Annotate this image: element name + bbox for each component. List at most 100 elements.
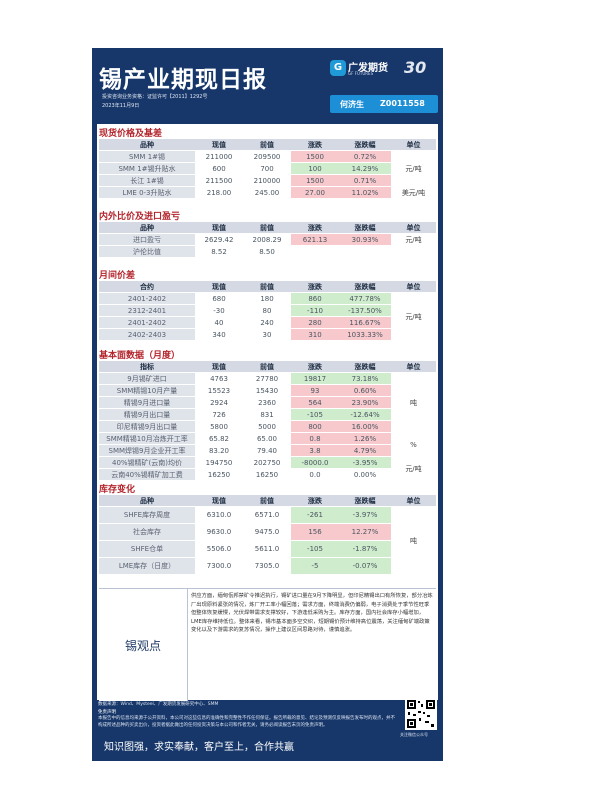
row-name: 长江 1#锡	[99, 174, 195, 187]
row-change-pct: -3.97%	[339, 506, 391, 524]
row-previous: 65.00	[243, 432, 291, 445]
col-header: 涨跌	[291, 222, 339, 234]
row-change-pct: 477.78%	[339, 292, 391, 305]
col-header: 单位	[391, 222, 436, 234]
row-name: 社会库存	[99, 523, 195, 541]
row-change: 1500	[291, 174, 339, 187]
row-previous: 7305.0	[243, 557, 291, 575]
row-change: 93	[291, 384, 339, 397]
row-name: SMM焊锡9月企业开工率	[99, 444, 195, 457]
col-header: 涨跌幅	[339, 222, 391, 234]
row-previous: 80	[243, 304, 291, 317]
data-source: 数据来源：Wind、Mysteel、广发期货发展研究中心、SMM	[98, 702, 219, 707]
view-label: 锡观点	[99, 589, 188, 701]
row-previous: 27780	[243, 372, 291, 385]
row-unit: 元/吨	[391, 233, 436, 246]
table-row: 印尼精锡9月出口量 5800 5000 800 16.00%	[99, 420, 436, 433]
col-header: 现值	[195, 139, 243, 151]
row-previous: 8.50	[243, 245, 291, 258]
row-current: 16250	[195, 468, 243, 481]
row-previous: 5000	[243, 420, 291, 433]
table-row: SHFE库存周度 6310.0 6571.0 -261 -3.97% 吨	[99, 506, 436, 575]
row-current: 40	[195, 316, 243, 329]
table-header-row: 品种 现值 前值 涨跌 涨跌幅 单位	[99, 222, 436, 234]
row-previous: 180	[243, 292, 291, 305]
row-name: 9月锡矿进口	[99, 372, 195, 385]
analyst-name: 何济生	[340, 100, 364, 109]
table-row: 长江 1#锡 211500 210000 1500 0.71%	[99, 174, 436, 187]
table-row: SMM焊锡9月企业开工率 83.20 79.40 3.8 4.79%	[99, 444, 436, 457]
row-change-pct: 16.00%	[339, 420, 391, 433]
row-name: SHFE库存周度	[99, 506, 195, 524]
col-header: 单位	[391, 495, 436, 507]
inventory-table: 品种 现值 前值 涨跌 涨跌幅 单位 SHFE库存周度 6310.0 6571.…	[99, 495, 436, 575]
row-change: 1500	[291, 150, 339, 163]
table-row: 9月锡矿进口 4763 27780 19817 73.18% 吨	[99, 372, 436, 433]
row-change: 100	[291, 162, 339, 175]
col-header: 涨跌幅	[339, 281, 391, 293]
section-import-title: 内外比价及进口盈亏	[99, 209, 437, 224]
row-change-pct: 1.26%	[339, 432, 391, 445]
section-fundamentals-title: 基本面数据（月度）	[99, 348, 437, 363]
logo-text: 广发期货	[348, 63, 388, 74]
row-change-pct: 0.00%	[339, 468, 391, 481]
report-page: 锡产业期现日报 投资咨询业务资格：证监许可【2011】1292号 2023年11…	[92, 48, 443, 761]
row-current: 726	[195, 408, 243, 421]
row-change-pct: -3.95%	[339, 456, 391, 469]
row-change: 564	[291, 396, 339, 409]
col-header: 涨跌	[291, 361, 339, 373]
row-change-pct: 30.93%	[339, 233, 391, 246]
row-change: -110	[291, 304, 339, 317]
col-header: 涨跌幅	[339, 495, 391, 507]
row-current: 5506.0	[195, 540, 243, 558]
row-change: 19817	[291, 372, 339, 385]
row-current: 65.82	[195, 432, 243, 445]
footer: 数据来源：Wind、Mysteel、广发期货发展研究中心、SMM 免责声明 本报…	[98, 702, 398, 729]
row-change-pct: 0.71%	[339, 174, 391, 187]
gf-logo-icon: G	[330, 60, 346, 76]
col-header: 指标	[99, 361, 195, 373]
row-current: 600	[195, 162, 243, 175]
row-current: 218.00	[195, 186, 243, 199]
row-current: 211000	[195, 150, 243, 163]
row-unit: 元/吨	[391, 150, 436, 187]
row-change: 3.8	[291, 444, 339, 457]
row-name: 2401-2402	[99, 292, 195, 305]
row-current: 8.52	[195, 245, 243, 258]
row-current: -30	[195, 304, 243, 317]
company-logo: G 广发期货 GF FUTURES 30	[330, 58, 440, 80]
row-unit: 元/吨	[391, 292, 436, 341]
table-row: SMM 1#锡升贴水 600 700 100 14.29%	[99, 162, 436, 175]
row-name: 云南40%锡精矿加工费	[99, 468, 195, 481]
row-change-pct: 4.79%	[339, 444, 391, 457]
fundamentals-table: 指标 现值 前值 涨跌 涨跌幅 单位 9月锡矿进口 4763 27780 198…	[99, 361, 436, 481]
anniversary-mark: 30	[404, 58, 427, 77]
table-row: SMM精锡10月产量 15523 15430 93 0.60%	[99, 384, 436, 397]
row-previous: 245.00	[243, 186, 291, 199]
col-header: 涨跌	[291, 281, 339, 293]
row-current: 211500	[195, 174, 243, 187]
analyst-badge: 何济生 Z0011558	[330, 95, 438, 113]
section-inventory-title: 库存变化	[99, 482, 437, 497]
col-header: 前值	[243, 222, 291, 234]
col-header: 前值	[243, 281, 291, 293]
table-row: 2402-2403 340 30 310 1033.33%	[99, 328, 436, 341]
analyst-code: Z0011558	[380, 99, 425, 108]
col-header: 现值	[195, 281, 243, 293]
col-header: 单位	[391, 139, 436, 151]
row-change: 621.13	[291, 233, 339, 246]
row-change-pct: 0.72%	[339, 150, 391, 163]
row-change-pct: 1033.33%	[339, 328, 391, 341]
report-content: 现货价格及基差 品种 现值 前值 涨跌 涨跌幅 单位 SMM 1#锡 21100…	[97, 124, 438, 701]
table-header-row: 品种 现值 前值 涨跌 涨跌幅 单位	[99, 495, 436, 507]
col-header: 品种	[99, 495, 195, 507]
row-previous: 6571.0	[243, 506, 291, 524]
row-current: 5800	[195, 420, 243, 433]
table-row: SMM精锡10月冶炼开工率 65.82 65.00 0.8 1.26% %	[99, 432, 436, 457]
row-name: 进口盈亏	[99, 233, 195, 246]
col-header: 单位	[391, 281, 436, 293]
row-name: SMM 1#锡	[99, 150, 195, 163]
report-title: 锡产业期现日报	[99, 66, 267, 93]
row-current: 9630.0	[195, 523, 243, 541]
table-row: 2312-2401 -30 80 -110 -137.50%	[99, 304, 436, 317]
